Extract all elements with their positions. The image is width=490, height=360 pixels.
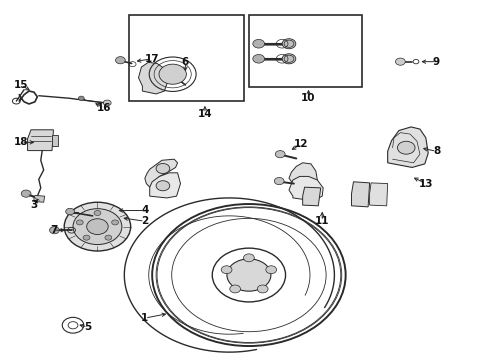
Circle shape xyxy=(395,58,405,65)
Polygon shape xyxy=(289,163,318,185)
Circle shape xyxy=(116,57,125,64)
Circle shape xyxy=(64,202,131,251)
Circle shape xyxy=(172,75,181,81)
Text: 12: 12 xyxy=(294,139,308,149)
Circle shape xyxy=(49,226,59,234)
Text: 4: 4 xyxy=(141,206,148,216)
Circle shape xyxy=(105,235,112,240)
Circle shape xyxy=(397,141,415,154)
Circle shape xyxy=(78,96,84,100)
Circle shape xyxy=(221,266,232,274)
Polygon shape xyxy=(289,176,323,201)
Text: 16: 16 xyxy=(97,103,112,113)
Circle shape xyxy=(103,100,111,106)
Circle shape xyxy=(66,208,74,215)
Circle shape xyxy=(76,220,83,225)
Text: 11: 11 xyxy=(315,216,329,226)
Circle shape xyxy=(253,54,265,63)
Circle shape xyxy=(156,163,170,174)
Circle shape xyxy=(275,150,285,158)
Text: 6: 6 xyxy=(182,57,189,67)
Text: 13: 13 xyxy=(418,179,433,189)
Circle shape xyxy=(253,40,265,48)
Text: 17: 17 xyxy=(145,54,159,64)
Polygon shape xyxy=(52,135,58,146)
Circle shape xyxy=(73,209,122,244)
Polygon shape xyxy=(34,195,45,202)
Text: 7: 7 xyxy=(50,225,57,235)
Polygon shape xyxy=(388,127,428,167)
Text: 3: 3 xyxy=(30,200,38,210)
Polygon shape xyxy=(303,187,321,206)
Text: 9: 9 xyxy=(433,57,440,67)
Polygon shape xyxy=(27,130,53,150)
Polygon shape xyxy=(369,183,388,206)
Circle shape xyxy=(112,220,119,225)
Circle shape xyxy=(257,285,268,293)
Text: 14: 14 xyxy=(197,109,212,119)
Polygon shape xyxy=(139,62,168,94)
Circle shape xyxy=(282,54,296,64)
Polygon shape xyxy=(150,173,180,198)
Polygon shape xyxy=(351,182,369,207)
Circle shape xyxy=(94,211,101,216)
Text: 5: 5 xyxy=(84,322,91,332)
Circle shape xyxy=(83,235,90,240)
Bar xyxy=(129,15,244,101)
Circle shape xyxy=(21,190,31,197)
Text: 1: 1 xyxy=(141,313,148,323)
Bar xyxy=(249,15,362,87)
Text: 18: 18 xyxy=(14,138,28,147)
Text: 15: 15 xyxy=(14,80,28,90)
Circle shape xyxy=(274,177,284,185)
Polygon shape xyxy=(145,159,177,187)
Circle shape xyxy=(230,285,241,293)
Text: 2: 2 xyxy=(141,216,148,226)
Circle shape xyxy=(266,266,276,274)
Circle shape xyxy=(227,259,271,291)
Circle shape xyxy=(159,64,186,84)
Circle shape xyxy=(156,181,170,191)
Circle shape xyxy=(282,39,296,49)
Circle shape xyxy=(244,254,254,262)
Text: 10: 10 xyxy=(301,93,316,103)
Text: 8: 8 xyxy=(433,146,440,156)
Circle shape xyxy=(87,219,108,234)
